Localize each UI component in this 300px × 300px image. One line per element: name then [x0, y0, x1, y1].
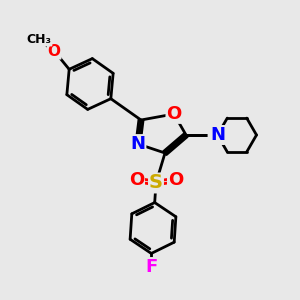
Text: O: O: [48, 44, 61, 59]
Text: S: S: [149, 173, 163, 193]
Text: O: O: [129, 171, 144, 189]
Text: O: O: [168, 171, 183, 189]
Text: F: F: [145, 258, 158, 276]
Text: O: O: [167, 105, 182, 123]
Text: CH₃: CH₃: [27, 33, 52, 46]
Text: N: N: [130, 135, 146, 153]
Text: N: N: [208, 126, 224, 144]
Text: N: N: [210, 126, 225, 144]
